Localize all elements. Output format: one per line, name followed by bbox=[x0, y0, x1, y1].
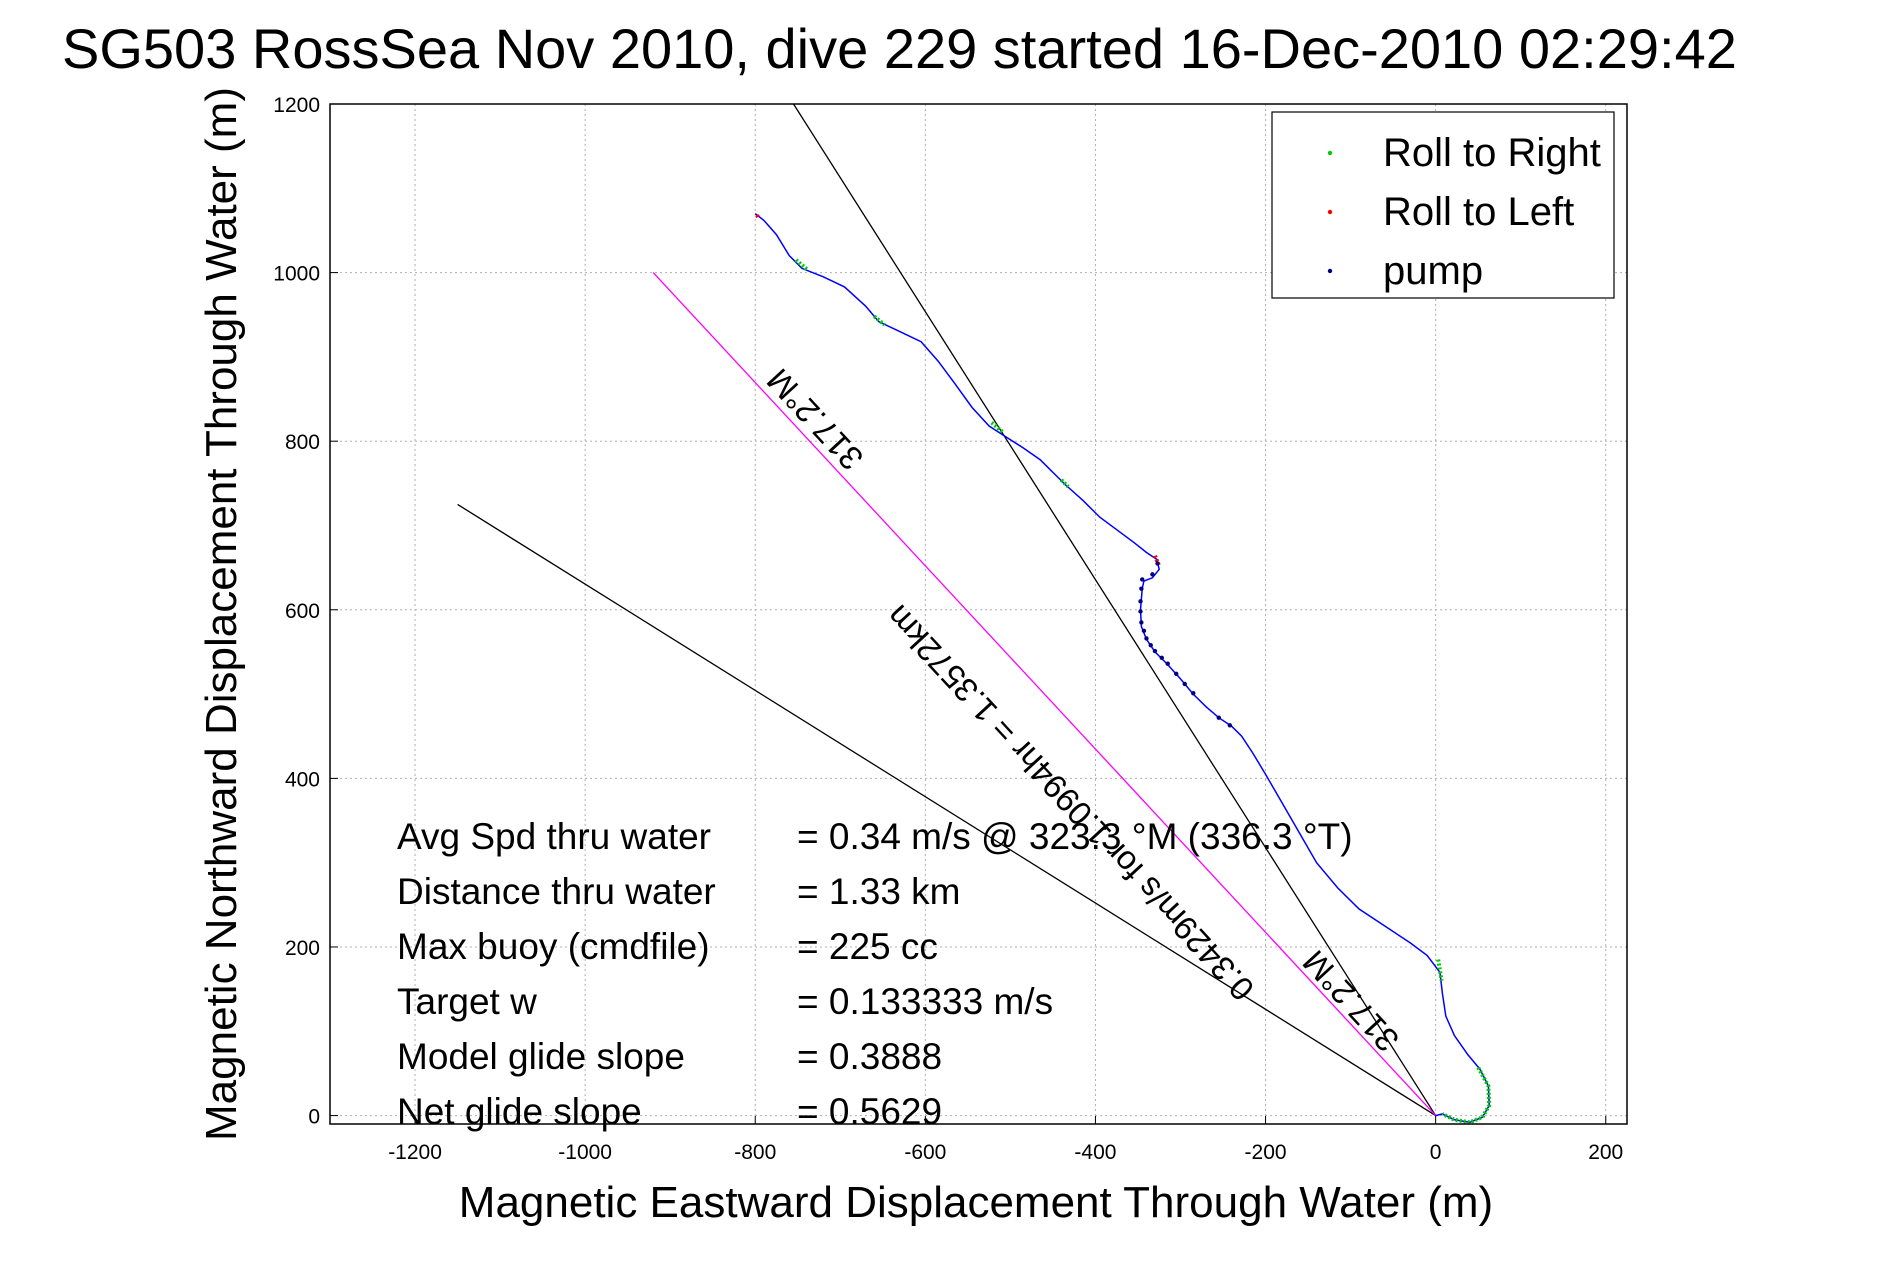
annotation-name: Target w bbox=[397, 981, 537, 1022]
pump-point bbox=[1139, 586, 1144, 591]
current-heading-line bbox=[652, 272, 1437, 1117]
roll-right-mark bbox=[1436, 959, 1444, 982]
legend-box bbox=[1271, 111, 1615, 299]
pump-point bbox=[1144, 636, 1149, 641]
pump-point bbox=[1152, 648, 1158, 654]
pump-point bbox=[1174, 671, 1179, 677]
heading-label: 317.2°M bbox=[759, 362, 870, 478]
annotation-value: = 1.33 km bbox=[797, 871, 961, 912]
pump-point bbox=[1227, 723, 1233, 728]
x-tick-label: -800 bbox=[734, 1141, 776, 1164]
pump-point bbox=[1140, 577, 1145, 582]
annotation-value: = 225 cc bbox=[797, 926, 938, 967]
y-tick-label: 400 bbox=[285, 768, 320, 791]
pump-point bbox=[1191, 691, 1196, 696]
pump-point bbox=[1138, 599, 1143, 604]
y-tick-label: 600 bbox=[285, 600, 320, 623]
x-tick-label: -1200 bbox=[388, 1141, 442, 1164]
chart-title: SG503 RossSea Nov 2010, dive 229 started… bbox=[62, 17, 1737, 80]
heading-lines-layer bbox=[457, 103, 1437, 1117]
roll-left-mark bbox=[755, 214, 761, 219]
annotation-value: = 0.5629 bbox=[797, 1091, 942, 1132]
x-tick-label: -200 bbox=[1245, 1141, 1287, 1164]
pump-point bbox=[1159, 655, 1164, 661]
pump-point bbox=[1155, 561, 1160, 566]
annotation-name: Distance thru water bbox=[397, 871, 716, 912]
y-tick-label: 0 bbox=[308, 1106, 320, 1129]
pump-point bbox=[1148, 642, 1153, 648]
x-tick-label: 0 bbox=[1430, 1141, 1442, 1164]
annotation-name: Model glide slope bbox=[397, 1036, 685, 1077]
pump-point bbox=[1182, 681, 1187, 687]
plot-frame bbox=[329, 103, 1628, 1125]
x-tick-label: -600 bbox=[904, 1141, 946, 1164]
legend: Roll to Right Roll to Left pump bbox=[1271, 111, 1615, 299]
pump-point bbox=[1139, 620, 1144, 625]
roll-right-mark bbox=[990, 421, 1005, 435]
roll-right-mark bbox=[1059, 478, 1070, 489]
legend-marker bbox=[1327, 209, 1333, 215]
y-tick-label: 1000 bbox=[273, 263, 320, 286]
heading-label: 317.2°M bbox=[1295, 943, 1406, 1059]
x-tick-label: -1000 bbox=[558, 1141, 612, 1164]
annotation-name: Max buoy (cmdfile) bbox=[397, 926, 710, 967]
annotation-value: = 0.3888 bbox=[797, 1036, 942, 1077]
x-tick-label: 200 bbox=[1588, 1141, 1623, 1164]
pump-point bbox=[1216, 715, 1221, 720]
legend-marker bbox=[1327, 268, 1333, 274]
annotation-name: Net glide slope bbox=[397, 1091, 642, 1132]
bearing-line bbox=[457, 503, 1436, 1117]
y-ticks: 0 200 400 600 800 1000 1200 bbox=[273, 94, 338, 1129]
target-heading-line bbox=[792, 103, 1437, 1116]
roll-right-mark bbox=[1441, 1066, 1492, 1125]
pump-point bbox=[1141, 628, 1147, 634]
x-tick-label: -400 bbox=[1074, 1141, 1116, 1164]
pump-point bbox=[1150, 572, 1155, 577]
annotation-name: Avg Spd thru water bbox=[397, 816, 711, 857]
x-axis-label: Magnetic Eastward Displacement Through W… bbox=[459, 1178, 1493, 1227]
legend-marker bbox=[1327, 150, 1333, 156]
legend-label: Roll to Right bbox=[1383, 131, 1601, 175]
legend-label: Roll to Left bbox=[1383, 190, 1574, 234]
annotation-value: = 0.34 m/s @ 323.3 °M (336.3 °T) bbox=[797, 816, 1353, 857]
y-axis-label: Magnetic Northward Displacement Through … bbox=[197, 87, 246, 1141]
y-tick-label: 200 bbox=[285, 937, 320, 960]
y-tick-label: 800 bbox=[285, 431, 320, 454]
y-tick-label: 1200 bbox=[273, 94, 320, 117]
pump-point bbox=[1165, 661, 1170, 666]
pump-point bbox=[1138, 609, 1143, 614]
annotation-block: Avg Spd thru water = 0.34 m/s @ 323.3 °M … bbox=[397, 816, 1353, 1132]
track-layer bbox=[754, 213, 1492, 1125]
annotation-value: = 0.133333 m/s bbox=[797, 981, 1053, 1022]
legend-label: pump bbox=[1383, 249, 1483, 293]
x-ticks: -1200 -1000 -800 -600 -400 -200 0 200 bbox=[388, 1116, 1623, 1164]
roll-right-mark bbox=[794, 258, 810, 272]
